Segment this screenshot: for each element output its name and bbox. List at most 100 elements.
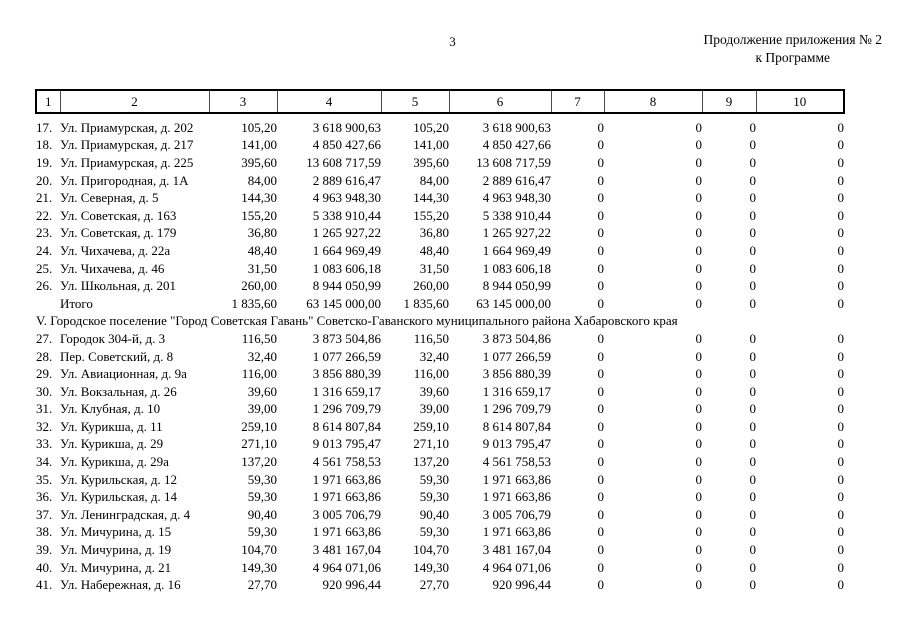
value-cell: 0 [597,242,605,258]
row-number-cell: 25. [36,260,53,276]
cost-cell: 13 608 717,59 [306,154,381,170]
value-cell: 0 [749,524,757,540]
value-cell: 0 [695,454,703,470]
value-cell: 0 [597,436,605,452]
table-row: 19. Ул. Приамурская, д. 225 395,60 13 608 7… [36,154,844,172]
address-cell: Пер. Советский, д. 8 [60,348,174,364]
row-number-cell: 31. [36,401,53,417]
value-cell: 0 [749,418,757,434]
cost-cell-2: 4 964 071,06 [482,559,551,575]
row-number-cell: 23. [36,225,53,241]
cost-cell: 2 889 616,47 [312,172,381,188]
address-cell: Ул. Приамурская, д. 225 [60,154,194,170]
value-cell: 0 [597,489,605,505]
value-cell: 0 [837,172,845,188]
table-row: 24. Ул. Чихачева, д. 22а 48,40 1 664 969,49… [36,242,844,260]
area-cell-2: 39,00 [419,401,449,417]
area-cell-2: 149,30 [413,559,449,575]
value-cell: 0 [597,295,605,311]
value-cell: 0 [837,260,845,276]
address-cell: Ул. Курильская, д. 14 [60,489,178,505]
address-cell: Ул. Мичурина, д. 19 [60,542,172,558]
area-cell: 395,60 [241,154,277,170]
area-cell-2: 31,50 [419,260,449,276]
row-number-cell: 22. [36,207,53,223]
value-cell: 0 [597,225,605,241]
address-cell: Итого [60,295,93,311]
value-cell: 0 [749,172,757,188]
cost-cell: 3 618 900,63 [312,119,381,135]
value-cell: 0 [695,366,703,382]
value-cell: 0 [597,119,605,135]
value-cell: 0 [695,348,703,364]
annex-header: Продолжение приложения № 2 к Программе [703,31,882,67]
column-header-4: 4 [276,89,382,114]
area-cell-2: 116,00 [413,366,449,382]
area-cell-2: 1 835,60 [403,295,450,311]
value-cell: 0 [597,524,605,540]
area-cell-2: 90,40 [419,506,449,522]
cost-cell-2: 9 013 795,47 [482,436,551,452]
table-row: 38. Ул. Мичурина, д. 15 59,30 1 971 663,86 5… [36,524,844,542]
area-cell-2: 104,70 [413,542,449,558]
cost-cell-2: 2 889 616,47 [482,172,551,188]
table-row: 26. Ул. Школьная, д. 201 260,00 8 944 050,9… [36,277,844,295]
area-cell-2: 155,20 [413,207,449,223]
value-cell: 0 [749,242,757,258]
area-cell-2: 395,60 [413,154,449,170]
value-cell: 0 [837,137,845,153]
table-row: 27. Городок 304-й, д. 3 116,50 3 873 504,86… [36,330,844,348]
cost-cell-2: 8 614 807,84 [482,418,551,434]
table-row: 40. Ул. Мичурина, д. 21 149,30 4 964 071,06… [36,559,844,577]
value-cell: 0 [695,172,703,188]
value-cell: 0 [597,471,605,487]
value-cell: 0 [749,577,757,593]
value-cell: 0 [695,506,703,522]
area-cell: 59,30 [247,471,277,487]
value-cell: 0 [597,366,605,382]
row-number-cell: 36. [36,489,53,505]
address-cell: Ул. Советская, д. 163 [60,207,177,223]
table-row: 23. Ул. Советская, д. 179 36,80 1 265 927,2… [36,225,844,243]
value-cell: 0 [837,295,845,311]
annex-header-line1: Продолжение приложения № 2 [703,32,882,47]
row-number-cell: 30. [36,383,53,399]
cost-cell: 4 850 427,66 [312,137,381,153]
value-cell: 0 [837,506,845,522]
address-cell: Ул. Мичурина, д. 15 [60,524,172,540]
value-cell: 0 [749,383,757,399]
column-header-5: 5 [380,89,450,114]
cost-cell-2: 1 083 606,18 [482,260,551,276]
value-cell: 0 [695,524,703,540]
cost-cell-2: 4 561 758,53 [482,454,551,470]
column-header-7: 7 [550,89,605,114]
value-cell: 0 [695,559,703,575]
value-cell: 0 [749,506,757,522]
value-cell: 0 [749,154,757,170]
area-cell: 32,40 [247,348,277,364]
address-cell: Ул. Пригородная, д. 1А [60,172,189,188]
value-cell: 0 [837,207,845,223]
table-row: 37. Ул. Ленинградская, д. 4 90,40 3 005 706… [36,506,844,524]
cost-cell-2: 1 265 927,22 [482,225,551,241]
address-cell: Ул. Приамурская, д. 202 [60,119,194,135]
value-cell: 0 [749,401,757,417]
row-number-cell: 19. [36,154,53,170]
area-cell: 271,10 [241,436,277,452]
address-cell: Ул. Курикша, д. 29 [60,436,164,452]
row-number-cell: 32. [36,418,53,434]
cost-cell: 1 971 663,86 [312,489,381,505]
section-heading: V. Городское поселение "Город Советская … [36,313,678,329]
value-cell: 0 [695,471,703,487]
row-number-cell: 26. [36,278,53,294]
value-cell: 0 [749,190,757,206]
table-body: 17. Ул. Приамурская, д. 202 105,20 3 618 90… [36,113,844,594]
address-cell: Ул. Советская, д. 179 [60,225,177,241]
cost-cell-2: 1 077 266,59 [482,348,551,364]
cost-cell: 1 971 663,86 [312,471,381,487]
value-cell: 0 [597,401,605,417]
value-cell: 0 [597,207,605,223]
address-cell: Ул. Набережная, д. 16 [60,577,181,593]
area-cell: 141,00 [241,137,277,153]
value-cell: 0 [695,295,703,311]
